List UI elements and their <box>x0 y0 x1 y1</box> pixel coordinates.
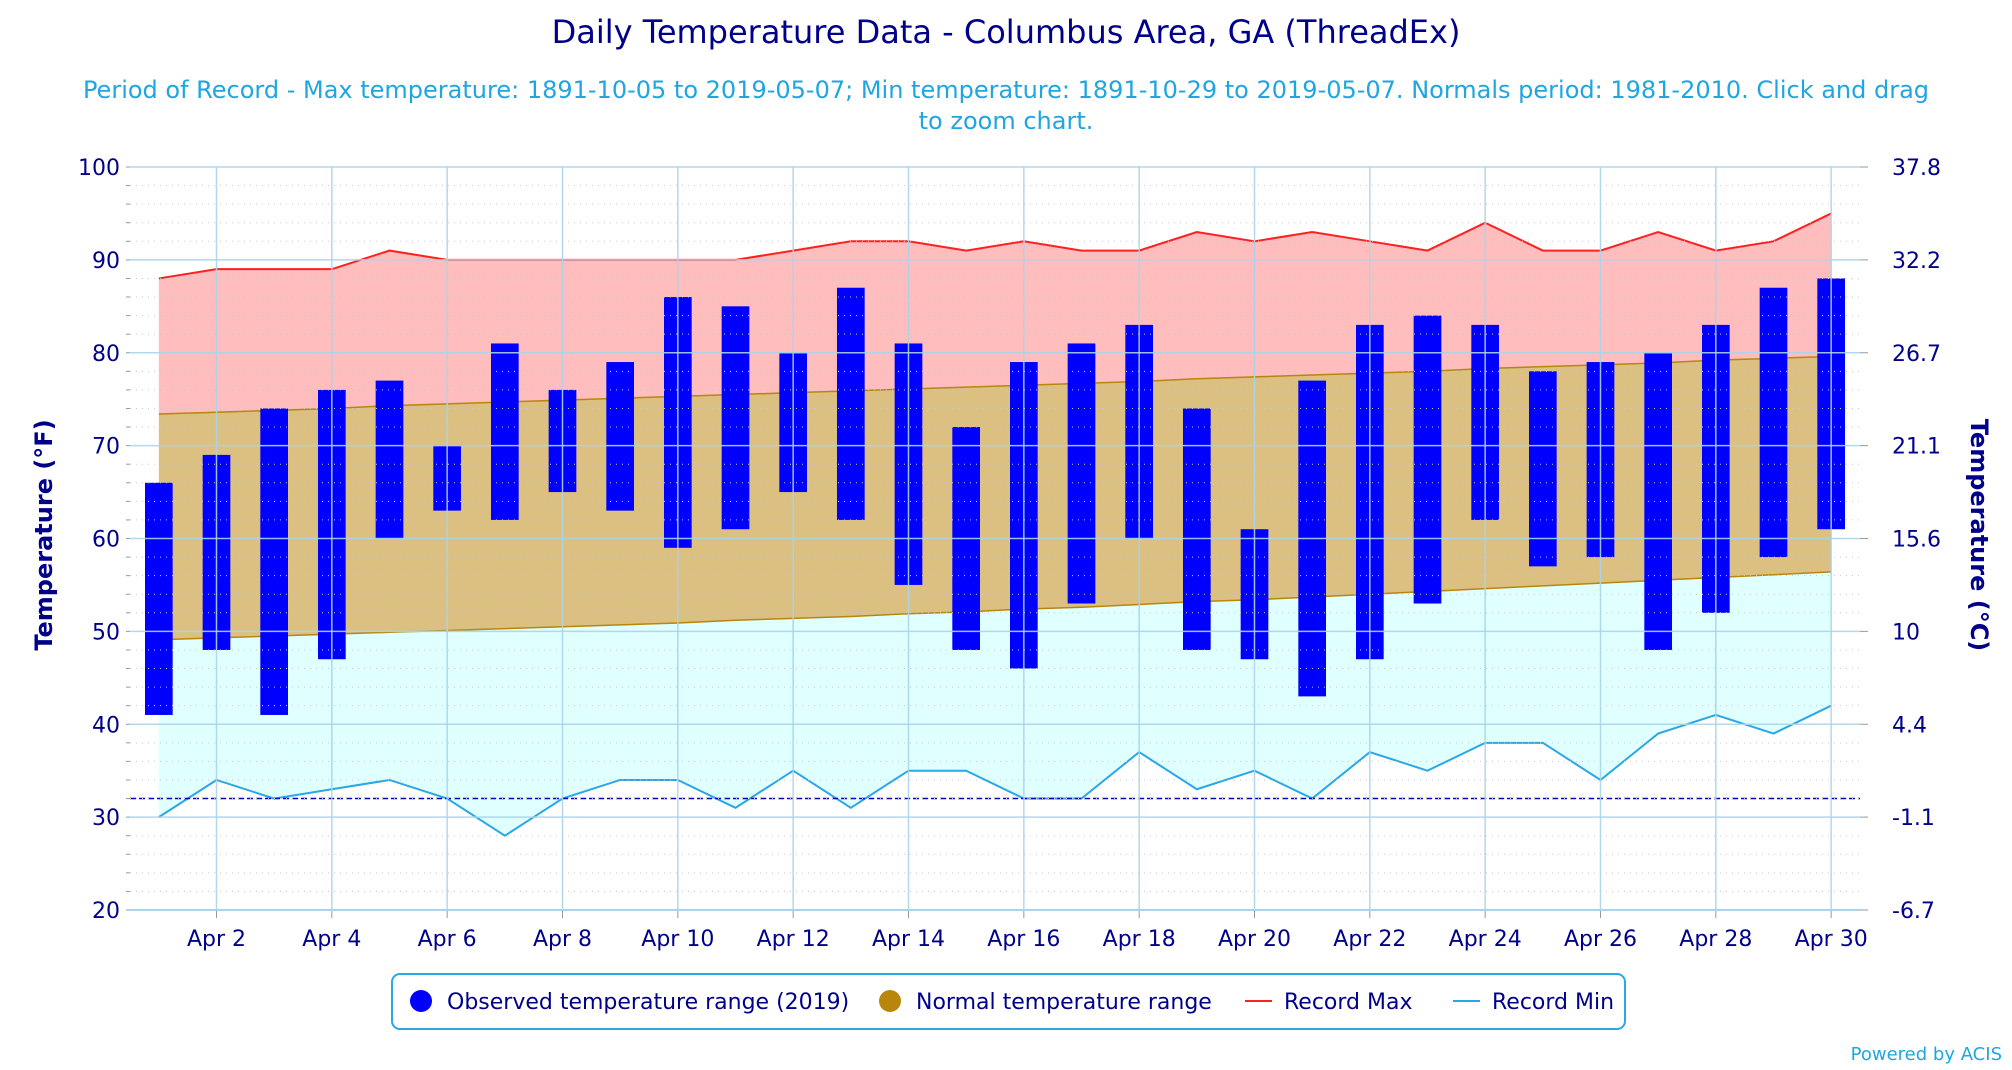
y-tick-label: 60 <box>92 528 120 553</box>
observed-bar[interactable] <box>144 482 173 715</box>
y-right-tick-label: 37.8 <box>1892 156 1941 181</box>
record-min-line[interactable] <box>158 704 1832 837</box>
x-tick-label: Apr 28 <box>1679 927 1752 952</box>
observed-bar[interactable] <box>260 408 289 715</box>
legend-box <box>391 973 1626 1030</box>
observed-bar[interactable] <box>1413 315 1442 604</box>
y-tick-label: 20 <box>92 899 120 924</box>
observed-bar[interactable] <box>1759 287 1788 558</box>
x-tick-label: Apr 18 <box>1103 927 1176 952</box>
y-tick-label: 70 <box>92 435 120 460</box>
y-tick-label: 90 <box>92 249 120 274</box>
observed-bar[interactable] <box>606 362 635 511</box>
y-right-tick-label: 10 <box>1892 620 1920 645</box>
credit-link[interactable]: Powered by ACIS <box>1851 1044 2002 1065</box>
normal-range-area <box>158 356 1832 640</box>
y-tick-label: 80 <box>92 342 120 367</box>
y-right-tick-label: 15.6 <box>1892 528 1941 553</box>
x-tick-label: Apr 12 <box>757 927 830 952</box>
x-tick-label: Apr 26 <box>1564 927 1637 952</box>
x-tick-label: Apr 10 <box>641 927 714 952</box>
legend-label-record-max[interactable]: Record Max <box>1284 990 1413 1015</box>
x-tick-label: Apr 14 <box>872 927 945 952</box>
legend-label-observed[interactable]: Observed temperature range (2019) <box>447 990 849 1015</box>
observed-bar[interactable] <box>375 380 404 539</box>
y-axis-label-left: Temperature (°F) <box>30 419 58 650</box>
y-right-tick-label: 4.4 <box>1892 713 1927 738</box>
y-right-tick-label: 21.1 <box>1892 435 1941 460</box>
y-right-tick-label: 32.2 <box>1892 249 1941 274</box>
y-right-tick-label: 26.7 <box>1892 342 1941 367</box>
observed-bar[interactable] <box>490 343 519 520</box>
y-right-tick-label: -1.1 <box>1892 806 1935 831</box>
x-tick-label: Apr 22 <box>1333 927 1406 952</box>
normal-high-line <box>158 355 1832 415</box>
legend-label-record-min[interactable]: Record Min <box>1492 990 1614 1015</box>
x-tick-label: Apr 20 <box>1218 927 1291 952</box>
legend-symbol-observed[interactable] <box>410 990 432 1012</box>
legend-symbol-normal[interactable] <box>879 990 901 1012</box>
y-tick-label: 40 <box>92 713 120 738</box>
chart-subtitle-line-1: Period of Record - Max temperature: 1891… <box>83 76 1929 104</box>
y-tick-label: 30 <box>92 806 120 831</box>
x-tick-label: Apr 8 <box>533 927 592 952</box>
chart-subtitle-line-2: to zoom chart. <box>919 107 1094 135</box>
chart-title: Daily Temperature Data - Columbus Area, … <box>552 13 1461 51</box>
x-tick-label: Apr 16 <box>987 927 1060 952</box>
x-tick-label: Apr 30 <box>1795 927 1868 952</box>
x-tick-label: Apr 24 <box>1449 927 1522 952</box>
observed-bar[interactable] <box>721 306 750 530</box>
y-right-tick-label: -6.7 <box>1892 899 1935 924</box>
x-tick-label: Apr 4 <box>302 927 361 952</box>
legend: Observed temperature range (2019) Normal… <box>391 973 1626 1030</box>
axes: 20 30 40 50 60 70 80 90 100 -6.7 -1.1 4.4 10 15.6 21.1… <box>78 156 1941 952</box>
observed-bar[interactable] <box>1182 408 1211 650</box>
observed-bar[interactable] <box>836 287 865 520</box>
y-tick-label: 100 <box>78 156 120 181</box>
observed-bar[interactable] <box>1067 343 1096 604</box>
x-tick-label: Apr 2 <box>187 927 246 952</box>
below-normal-area <box>158 571 1832 836</box>
y-axis-label-right: Temperature (°C) <box>1965 419 1993 652</box>
x-tick-label: Apr 6 <box>418 927 477 952</box>
y-tick-label: 50 <box>92 620 120 645</box>
above-normal-area <box>158 213 1832 415</box>
record-max-line[interactable] <box>158 212 1832 280</box>
legend-label-normal[interactable]: Normal temperature range <box>916 990 1212 1015</box>
observed-bar[interactable] <box>1528 371 1557 567</box>
